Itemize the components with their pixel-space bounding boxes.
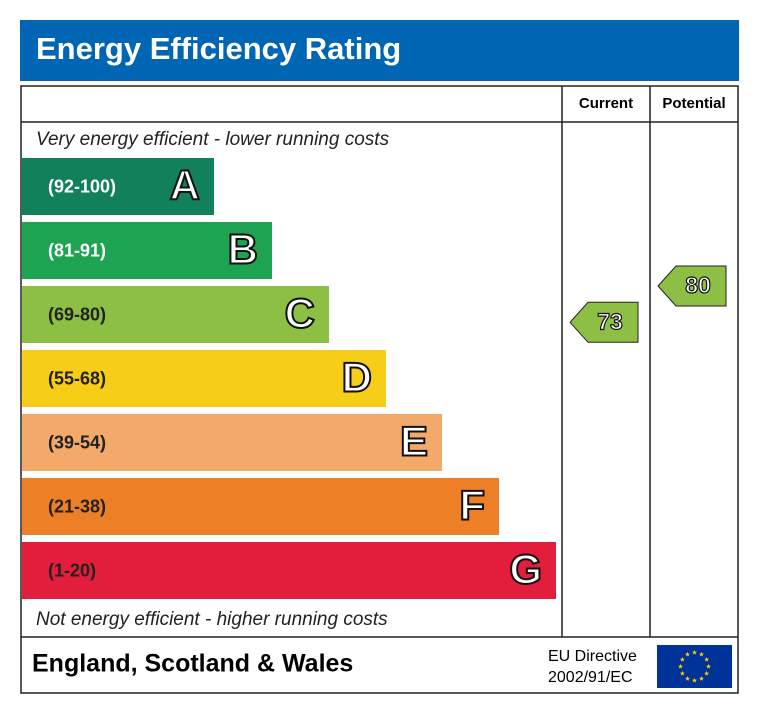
band	[22, 414, 442, 471]
top-note: Very energy efficient - lower running co…	[36, 129, 390, 150]
eu-star	[704, 670, 710, 676]
band	[22, 286, 329, 343]
eu-stars	[678, 649, 711, 683]
region: England, Scotland & Wales	[32, 650, 353, 678]
frame	[20, 85, 739, 694]
eu-star	[704, 656, 710, 662]
title-bar	[20, 20, 739, 81]
eu-star	[678, 663, 683, 669]
directive-line: EU Directive	[548, 648, 637, 665]
band-range: (92-100)	[48, 176, 116, 196]
band-letter: A	[170, 162, 200, 209]
rating-arrow	[657, 265, 727, 307]
rating-value: 80	[685, 272, 711, 298]
eu-star	[685, 676, 690, 681]
band-letter: F	[459, 482, 485, 529]
eu-star	[685, 651, 690, 657]
band-letter: B	[228, 226, 258, 273]
band	[22, 542, 556, 599]
eu-star	[706, 663, 711, 669]
eu-star	[692, 649, 697, 655]
eu-star	[679, 670, 685, 676]
eu-star	[699, 651, 704, 657]
rating-value: 73	[597, 308, 623, 334]
band-range: (81-91)	[48, 240, 106, 260]
band-letter: G	[509, 546, 542, 593]
band-letter: E	[400, 418, 428, 465]
band	[22, 222, 272, 279]
directive-line: 2002/91/EC	[548, 669, 633, 686]
band-range: (21-38)	[48, 496, 106, 516]
band	[22, 158, 214, 215]
current-header: Current	[579, 95, 633, 112]
eu-star	[692, 677, 697, 683]
eu-star	[679, 656, 685, 662]
title: Energy Efficiency Rating	[36, 31, 401, 66]
eu-star	[699, 676, 704, 681]
rating-arrow	[569, 301, 639, 343]
potential-header: Potential	[662, 95, 725, 112]
band	[22, 350, 386, 407]
band	[22, 478, 499, 535]
band-letter: D	[342, 354, 372, 401]
bottom-note: Not energy efficient - higher running co…	[36, 609, 388, 630]
band-range: (1-20)	[48, 560, 96, 580]
band-range: (39-54)	[48, 432, 106, 452]
band-letter: C	[285, 290, 315, 337]
band-range: (69-80)	[48, 304, 106, 324]
band-range: (55-68)	[48, 368, 106, 388]
